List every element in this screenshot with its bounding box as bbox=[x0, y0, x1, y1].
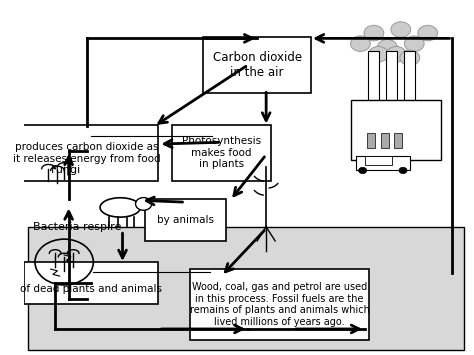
Circle shape bbox=[418, 25, 438, 41]
Circle shape bbox=[404, 36, 424, 51]
Circle shape bbox=[386, 47, 406, 62]
Bar bbox=[404, 51, 415, 100]
Text: of dead plants and animals: of dead plants and animals bbox=[20, 272, 162, 294]
Bar bbox=[351, 100, 441, 160]
Text: Bacteria respire: Bacteria respire bbox=[33, 222, 121, 232]
Bar bbox=[394, 133, 402, 148]
Bar bbox=[356, 156, 410, 170]
FancyBboxPatch shape bbox=[15, 125, 158, 181]
FancyBboxPatch shape bbox=[190, 269, 369, 339]
Circle shape bbox=[391, 22, 410, 37]
Ellipse shape bbox=[100, 198, 140, 217]
Bar bbox=[367, 133, 375, 148]
Bar bbox=[368, 51, 379, 100]
Text: by animals: by animals bbox=[157, 215, 214, 225]
FancyBboxPatch shape bbox=[24, 262, 158, 304]
FancyBboxPatch shape bbox=[28, 227, 464, 350]
Circle shape bbox=[399, 167, 407, 174]
Circle shape bbox=[359, 167, 367, 174]
Text: Wood, coal, gas and petrol are used
in this process. Fossil fuels are the
remain: Wood, coal, gas and petrol are used in t… bbox=[190, 282, 370, 327]
Circle shape bbox=[377, 39, 397, 55]
FancyBboxPatch shape bbox=[145, 199, 226, 241]
FancyBboxPatch shape bbox=[203, 37, 311, 93]
Text: Fungi: Fungi bbox=[51, 165, 81, 175]
Text: Carbon dioxide
in the air: Carbon dioxide in the air bbox=[213, 51, 302, 79]
Text: Photosynthesis
makes food
in plants: Photosynthesis makes food in plants bbox=[182, 136, 261, 169]
Bar bbox=[365, 156, 392, 165]
Circle shape bbox=[364, 25, 384, 41]
Circle shape bbox=[136, 198, 152, 210]
FancyBboxPatch shape bbox=[172, 125, 271, 181]
Circle shape bbox=[368, 47, 388, 62]
Bar bbox=[381, 133, 389, 148]
Circle shape bbox=[400, 50, 419, 65]
Circle shape bbox=[351, 36, 370, 51]
Text: produces carbon dioxide as
it releases energy from food: produces carbon dioxide as it releases e… bbox=[13, 142, 160, 164]
Bar bbox=[386, 51, 397, 100]
